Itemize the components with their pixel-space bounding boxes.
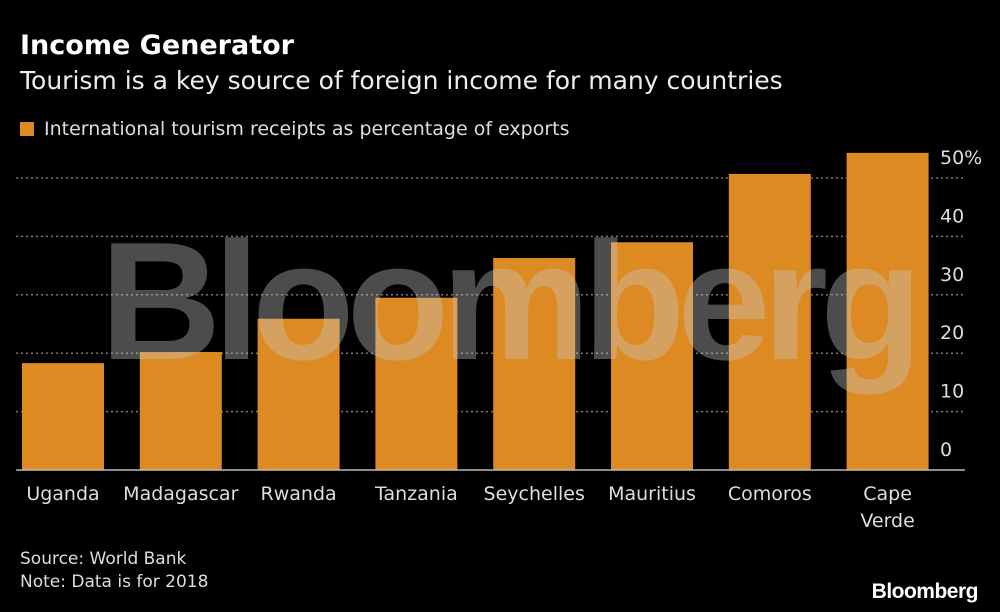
x-tick-label: Madagascar (123, 483, 238, 505)
legend-swatch (20, 122, 34, 136)
x-tick-label: Rwanda (261, 483, 337, 505)
y-tick-label: 50% (940, 147, 982, 169)
x-tick-label: Mauritius (608, 483, 696, 505)
bloomberg-logo: Bloomberg (871, 580, 979, 603)
legend: International tourism receipts as percen… (20, 118, 570, 140)
y-tick-label: 0 (940, 439, 952, 461)
y-tick-label: 40 (940, 205, 964, 227)
x-tick-label: Comoros (728, 483, 812, 505)
bar (728, 173, 811, 471)
bar (493, 258, 576, 470)
legend-label: International tourism receipts as percen… (44, 118, 570, 140)
data-note: Note: Data is for 2018 (20, 572, 209, 592)
y-tick-label: 10 (940, 381, 964, 403)
chart-subtitle: Tourism is a key source of foreign incom… (20, 66, 783, 95)
x-tick-label: Uganda (26, 483, 99, 505)
y-tick-label: 20 (940, 322, 964, 344)
x-tick-label: Tanzania (374, 483, 458, 505)
bar (22, 363, 104, 470)
x-tick-label: Seychelles (484, 483, 585, 505)
source-note: Source: World Bank (20, 549, 187, 569)
bar (139, 352, 222, 470)
bar (846, 152, 929, 470)
x-tick-label: Cape Verde (860, 483, 914, 532)
y-tick-label: 30 (940, 264, 964, 286)
chart-title: Income Generator (20, 30, 294, 61)
bar (257, 318, 340, 470)
bar (375, 297, 458, 470)
bar (611, 242, 693, 470)
